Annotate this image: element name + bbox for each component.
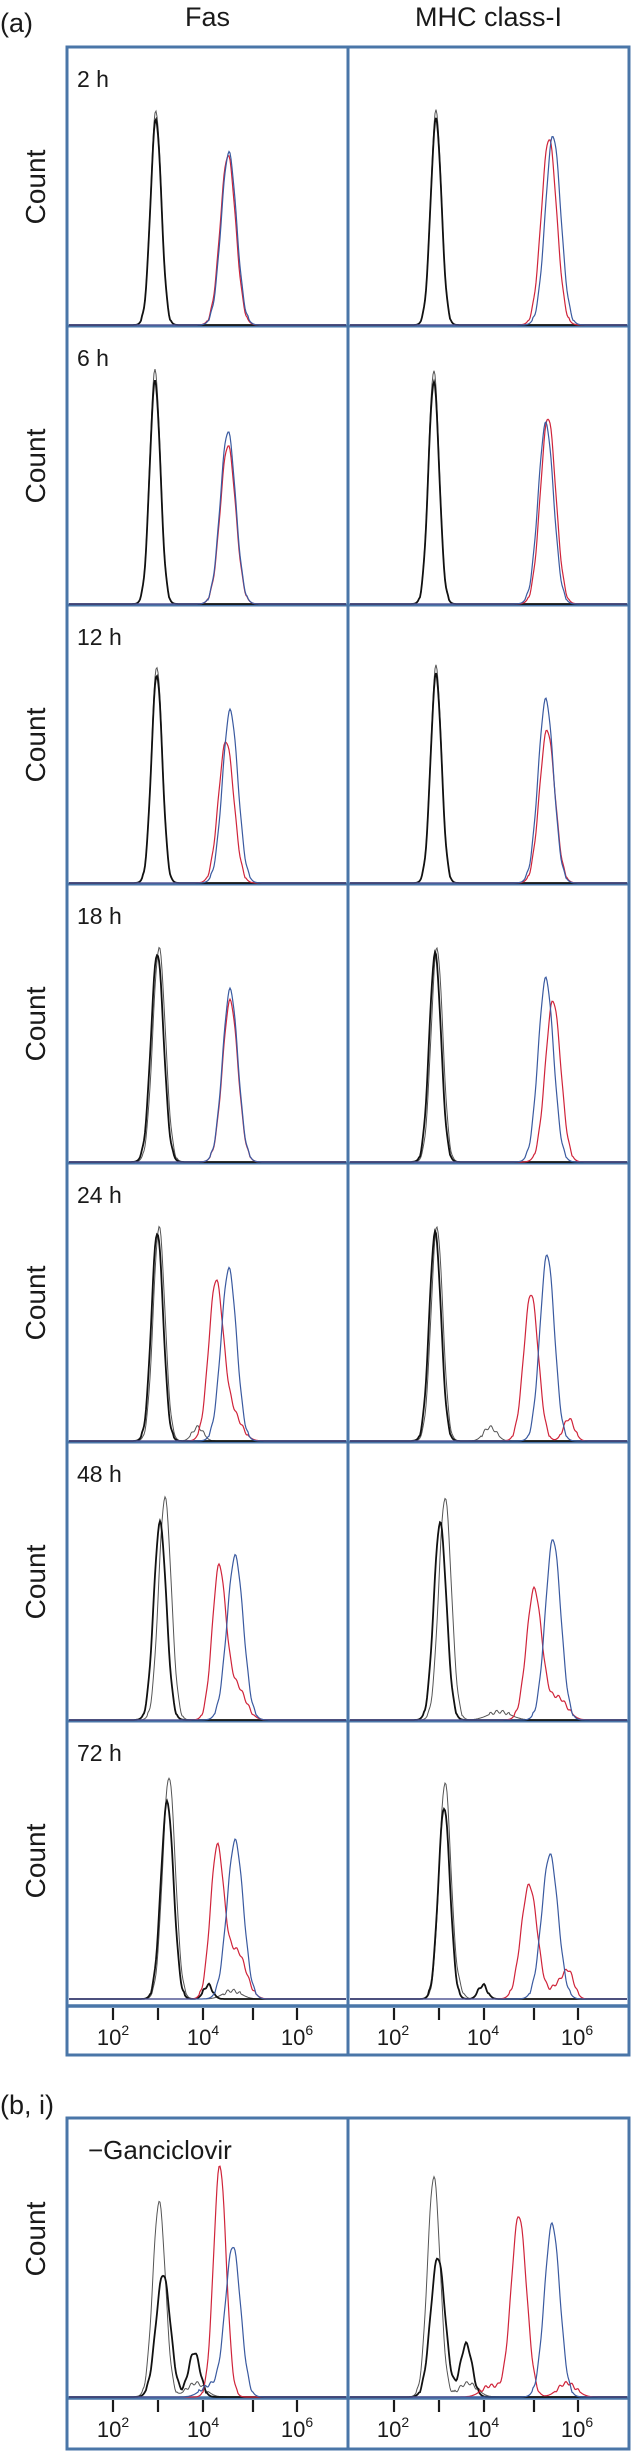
histogram-grey-curve	[350, 664, 627, 884]
histogram-blue-curve	[69, 431, 346, 605]
histogram-blue-curve	[69, 986, 346, 1163]
panel-a-label: (a)	[0, 8, 33, 38]
histogram-red-curve	[350, 2216, 627, 2398]
histogram-grey-curve	[350, 1225, 627, 1442]
histogram-grey-curve	[350, 1497, 627, 1721]
histogram-grey-curve	[350, 109, 627, 326]
histogram-red-curve	[350, 418, 627, 605]
time-label-6h: 6 h	[77, 345, 109, 371]
condition-label-ganciclovir: −Ganciclovir	[88, 2135, 232, 2165]
histogram-grey-curve	[350, 1782, 627, 2000]
histogram-red-curve	[69, 1842, 346, 2000]
histogram-black-curve	[69, 953, 346, 1163]
histogram-black-curve	[350, 949, 627, 1163]
histogram-black-curve	[350, 1228, 627, 1442]
histogram-black-curve	[69, 674, 346, 884]
histogram-blue-curve	[69, 1266, 346, 1442]
x-tick-label-b-fas-1e2: 102	[96, 2414, 130, 2442]
time-label-12h: 12 h	[77, 624, 122, 650]
histogram-red-curve	[350, 1294, 627, 1442]
x-tick-label-a-mhc-1e6: 106	[560, 2022, 594, 2050]
histogram-blue-curve	[69, 1838, 346, 2000]
histogram-black-curve	[69, 1232, 346, 1442]
histogram-blue-curve	[69, 150, 346, 326]
x-tick-label-b-mhc-1e6: 106	[560, 2414, 594, 2442]
x-tick-label-a-fas-1e6: 106	[280, 2022, 314, 2050]
x-tick-label-a-mhc-1e2: 102	[376, 2022, 410, 2050]
histogram-red-curve	[69, 155, 346, 326]
panel-b-label: (b, i)	[0, 2090, 54, 2120]
x-tick-label-b-fas-1e6: 106	[280, 2414, 314, 2442]
histogram-red-curve	[69, 2165, 346, 2398]
histogram-blue-curve	[69, 1553, 346, 1721]
histogram-red-curve	[69, 741, 346, 884]
histogram-grey-curve	[69, 1777, 346, 2000]
histogram-red-curve	[350, 1585, 627, 1721]
histogram-blue-curve	[350, 1539, 627, 1721]
histogram-black-curve	[69, 116, 346, 326]
histogram-red-curve	[69, 1279, 346, 1442]
panel-a-frame-mhc	[346, 45, 631, 2057]
histogram-red-curve	[350, 139, 627, 326]
histogram-black-curve	[69, 1798, 346, 2000]
time-label-18h: 18 h	[77, 903, 122, 929]
histogram-black-curve	[350, 1520, 627, 1721]
histogram-black-curve	[350, 117, 627, 326]
histogram-blue-curve	[69, 707, 346, 884]
histogram-grey-curve	[69, 666, 346, 884]
histogram-red-curve	[350, 729, 627, 884]
x-tick-label-b-mhc-1e4: 104	[466, 2414, 500, 2442]
histogram-blue-curve	[350, 976, 627, 1163]
histogram-grey-curve	[350, 2175, 627, 2398]
histogram-red-curve	[69, 997, 346, 1163]
histogram-grey-curve	[69, 1225, 346, 1442]
panel-b-frame-mhc	[346, 2116, 631, 2451]
histogram-blue-curve	[350, 420, 627, 605]
histogram-blue-curve	[69, 2246, 346, 2398]
histogram-black-curve	[350, 2257, 627, 2398]
histogram-black-curve	[69, 1517, 346, 1721]
x-tick-label-a-fas-1e4: 104	[186, 2022, 220, 2050]
panel-a-frame-fas	[65, 45, 350, 2057]
histogram-blue-curve	[350, 1254, 627, 1442]
histogram-blue-curve	[350, 697, 627, 884]
histogram-red-curve	[69, 1562, 346, 1721]
histogram-grey-curve	[69, 368, 346, 605]
histogram-blue-curve	[350, 135, 627, 326]
time-label-48h: 48 h	[77, 1461, 122, 1487]
histogram-black-curve	[350, 378, 627, 605]
histogram-red-curve	[350, 1000, 627, 1163]
histogram-black-curve	[69, 2274, 346, 2398]
time-label-2h: 2 h	[77, 66, 109, 92]
x-tick-label-b-fas-1e4: 104	[186, 2414, 220, 2442]
time-label-72h: 72 h	[77, 1740, 122, 1766]
column-title-fas: Fas	[184, 2, 230, 32]
histogram-black-curve	[69, 379, 346, 605]
histogram-red-curve	[350, 1883, 627, 2000]
histogram-red-curve	[69, 445, 346, 605]
x-tick-label-a-fas-1e2: 102	[96, 2022, 130, 2050]
histogram-black-curve	[350, 672, 627, 884]
histogram-blue-curve	[350, 1853, 627, 2000]
x-tick-label-b-mhc-1e2: 102	[376, 2414, 410, 2442]
histogram-grey-curve	[350, 370, 627, 605]
histogram-blue-curve	[350, 2221, 627, 2398]
histogram-black-curve	[350, 1807, 627, 2000]
histogram-grey-curve	[69, 946, 346, 1163]
x-tick-label-a-mhc-1e4: 104	[466, 2022, 500, 2050]
column-title-mhc: MHC class-I	[415, 2, 562, 32]
histogram-grey-curve	[69, 109, 346, 326]
time-label-24h: 24 h	[77, 1182, 122, 1208]
histogram-grey-curve	[350, 946, 627, 1163]
